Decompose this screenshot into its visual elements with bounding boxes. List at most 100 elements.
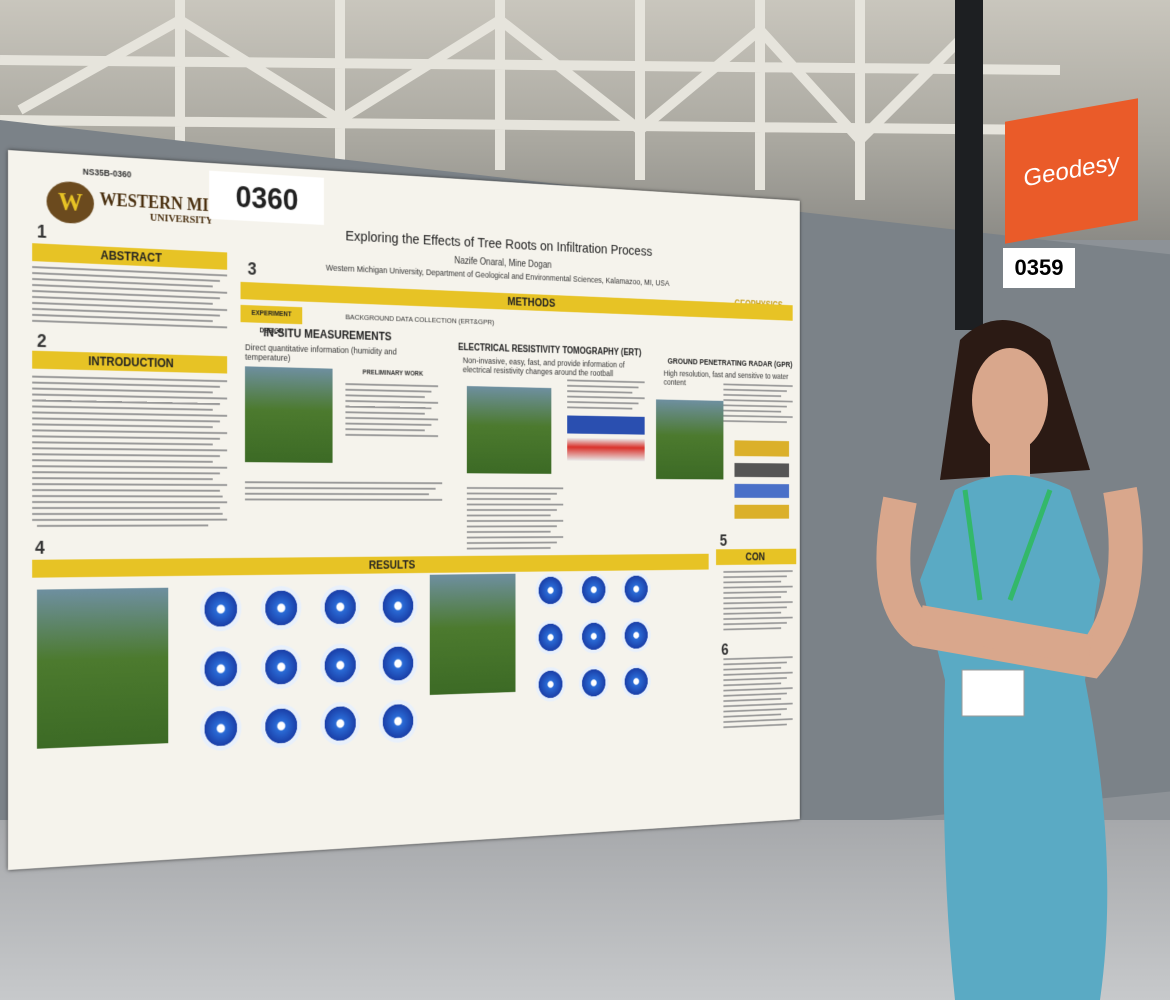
text-line: [32, 388, 213, 394]
photo: [467, 386, 552, 474]
text-line: [467, 515, 551, 517]
text-line: [467, 547, 551, 549]
figure: [379, 584, 418, 628]
text-line: [723, 404, 786, 407]
text-line: [345, 383, 438, 387]
text-line: [345, 411, 424, 414]
text-line: [467, 498, 551, 500]
text-line: [32, 394, 227, 400]
text-line: [37, 507, 208, 509]
text-line: [32, 483, 227, 486]
text-line: [723, 698, 781, 702]
text-line: [723, 389, 786, 392]
text-line: [32, 459, 213, 463]
text-line: [467, 525, 557, 527]
text-line: [32, 376, 227, 383]
logo: W: [47, 180, 94, 224]
text-line: [467, 542, 557, 544]
section-title: CON: [716, 549, 796, 565]
text-line: [32, 405, 213, 410]
text-line: [32, 471, 220, 474]
text-line: [37, 501, 215, 503]
text-line: [723, 677, 786, 681]
section-number: 4: [35, 538, 45, 559]
text-line: [723, 420, 786, 423]
text-line: [467, 520, 563, 522]
text-line: [32, 382, 220, 388]
text-line: [723, 591, 786, 594]
figure: [567, 415, 644, 434]
text-line: [467, 531, 551, 533]
figure: [734, 440, 789, 518]
text-line: [467, 509, 557, 511]
text-line: [345, 389, 431, 393]
text-line: [723, 703, 792, 708]
photo: [430, 574, 516, 695]
text-line: [32, 447, 227, 451]
figure: [379, 642, 418, 686]
method-title: IN-SITU MEASUREMENTS: [254, 324, 401, 346]
text-line: [723, 662, 786, 666]
text-line: [32, 399, 220, 405]
text-line: [567, 401, 638, 404]
figure: [535, 667, 565, 702]
figure: [320, 643, 360, 687]
section-title: INTRODUCTION: [32, 351, 227, 374]
text-line: [245, 481, 442, 484]
text-line: [567, 406, 632, 409]
text-line: [723, 612, 781, 615]
text-line: [245, 499, 442, 501]
text-line: [723, 622, 786, 625]
figure: [579, 665, 609, 700]
text-line: [345, 417, 438, 420]
text-line: [723, 693, 786, 697]
section-number: 3: [248, 259, 257, 279]
text-line: [32, 477, 213, 480]
figure: [567, 438, 644, 461]
subheading: PRELIMINARY WORK: [363, 369, 424, 377]
section-title: ABSTRACT: [32, 243, 227, 270]
sign: Geodesy: [1005, 98, 1138, 243]
text-line: [723, 575, 786, 578]
text-line: [567, 396, 644, 400]
text-line: [467, 504, 563, 506]
text-line: [32, 453, 220, 457]
text-line: [32, 435, 220, 439]
section-title: RESULTS: [32, 554, 708, 578]
text-line: [37, 513, 223, 515]
figure: [261, 703, 301, 748]
figure: [579, 619, 609, 654]
text-line: [32, 489, 220, 492]
text-line: [32, 429, 227, 434]
text-line: [723, 415, 792, 418]
text-line: [723, 596, 781, 599]
figure: [622, 618, 651, 652]
text-line: [32, 465, 227, 468]
text-line: [723, 667, 781, 671]
text-line: [723, 724, 786, 729]
text-line: [723, 570, 792, 573]
photo: [37, 588, 168, 749]
text-line: [723, 687, 792, 691]
text-line: [32, 423, 213, 428]
figure: [622, 572, 651, 606]
figure: [261, 645, 301, 690]
figure: [579, 573, 609, 608]
text-line: [37, 495, 223, 497]
text-line: [345, 434, 438, 437]
text-line: [245, 487, 436, 490]
figure: [379, 699, 418, 743]
pole: [955, 0, 983, 330]
text-line: [567, 385, 638, 389]
university-sub: UNIVERSITY: [150, 212, 213, 227]
text-line: [723, 586, 792, 589]
photo: [656, 399, 723, 479]
text-line: [467, 487, 563, 489]
text-line: [723, 672, 792, 676]
text-line: [723, 682, 781, 686]
text-line: [245, 493, 429, 495]
section-number: 5: [720, 532, 727, 550]
subsection-label: BACKGROUND DATA COLLECTION (ERT&GPR): [345, 313, 494, 327]
text-line: [723, 627, 781, 630]
